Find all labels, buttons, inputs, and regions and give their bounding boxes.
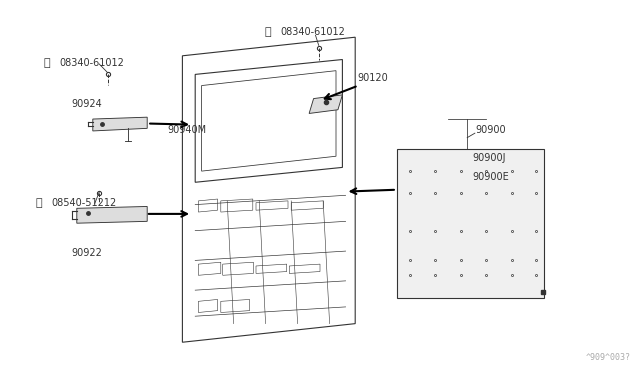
Text: 90900E: 90900E [472,172,509,182]
Text: 08540-51212: 08540-51212 [51,198,116,208]
Text: 90922: 90922 [72,248,102,258]
Text: 90924: 90924 [72,99,102,109]
Text: Ⓢ: Ⓢ [44,58,50,68]
Text: Ⓢ: Ⓢ [35,198,42,208]
Polygon shape [309,95,342,113]
Text: ^909^003?: ^909^003? [586,353,630,362]
Polygon shape [77,206,147,223]
Text: 90120: 90120 [357,73,388,83]
Polygon shape [397,149,544,298]
Text: 08340-61012: 08340-61012 [60,58,124,68]
Text: 90900: 90900 [475,125,506,135]
Text: Ⓢ: Ⓢ [264,27,271,36]
Text: 90940M: 90940M [168,125,207,135]
Text: 90900J: 90900J [472,153,506,163]
Polygon shape [93,117,147,131]
Text: 08340-61012: 08340-61012 [280,27,345,36]
